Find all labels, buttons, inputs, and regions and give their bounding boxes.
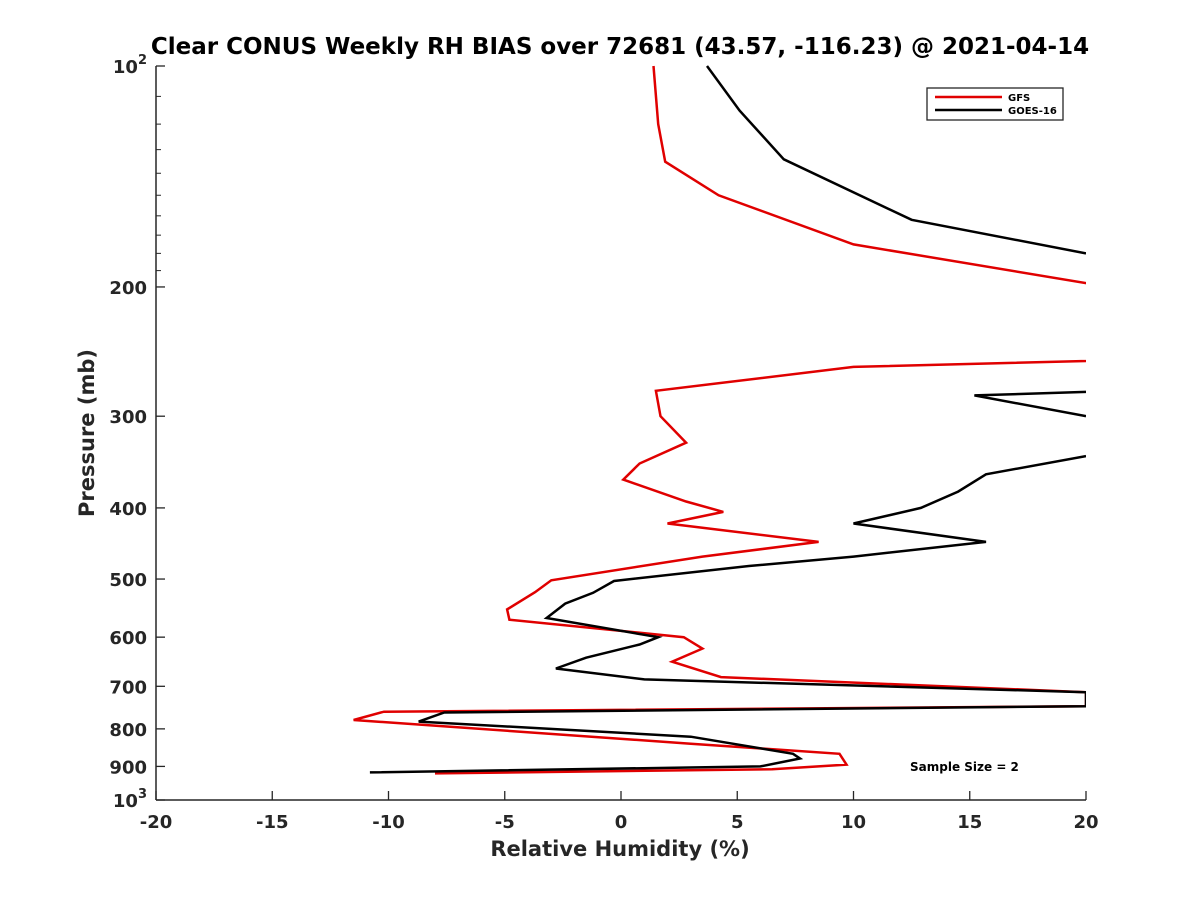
y-tick-label: 800 [109, 720, 147, 741]
x-tick-label: -10 [372, 812, 405, 833]
x-tick-label: 15 [957, 812, 982, 833]
sample-size-annotation: Sample Size = 2 [910, 760, 1019, 774]
legend-box [926, 87, 1064, 121]
y-tick-label: 700 [109, 677, 147, 698]
legend-label-goes16: GOES-16 [1008, 106, 1057, 117]
y-tick-label: 200 [109, 278, 147, 299]
x-tick-label: 10 [841, 812, 866, 833]
y-axis-label: Pressure (mb) [75, 349, 99, 517]
legend: GFS GOES-16 [926, 87, 1064, 121]
y-tick-label: 102 [113, 53, 147, 78]
x-tick-label: 5 [731, 812, 744, 833]
chart-title: Clear CONUS Weekly RH BIAS over 72681 (4… [151, 34, 1089, 60]
plot-area: -20 -15 -10 -5 0 5 10 15 20 102 200 300 400 500 600 700… [109, 53, 1098, 833]
y-tick-label: 300 [109, 407, 147, 428]
series-line-gfs [353, 65, 1086, 775]
series-line-goes16 [369, 65, 1086, 774]
x-tick-label: 20 [1073, 812, 1098, 833]
y-tick-label: 103 [113, 787, 147, 812]
y-tick-label: 600 [109, 628, 147, 649]
axes-layer: -20 -15 -10 -5 0 5 10 15 20 102 200 300 400 500 600 700… [109, 53, 1098, 833]
y-tick-label: 400 [109, 499, 147, 520]
x-axis-label: Relative Humidity (%) [490, 837, 749, 861]
y-tick-label: 900 [109, 757, 147, 778]
x-tick-label: -15 [256, 812, 289, 833]
series-layer [353, 65, 1086, 775]
y-tick-label: 500 [109, 570, 147, 591]
legend-label-gfs: GFS [1008, 93, 1030, 104]
x-tick-label: -20 [140, 812, 173, 833]
x-tick-label: -5 [495, 812, 515, 833]
x-tick-label: 0 [615, 812, 628, 833]
